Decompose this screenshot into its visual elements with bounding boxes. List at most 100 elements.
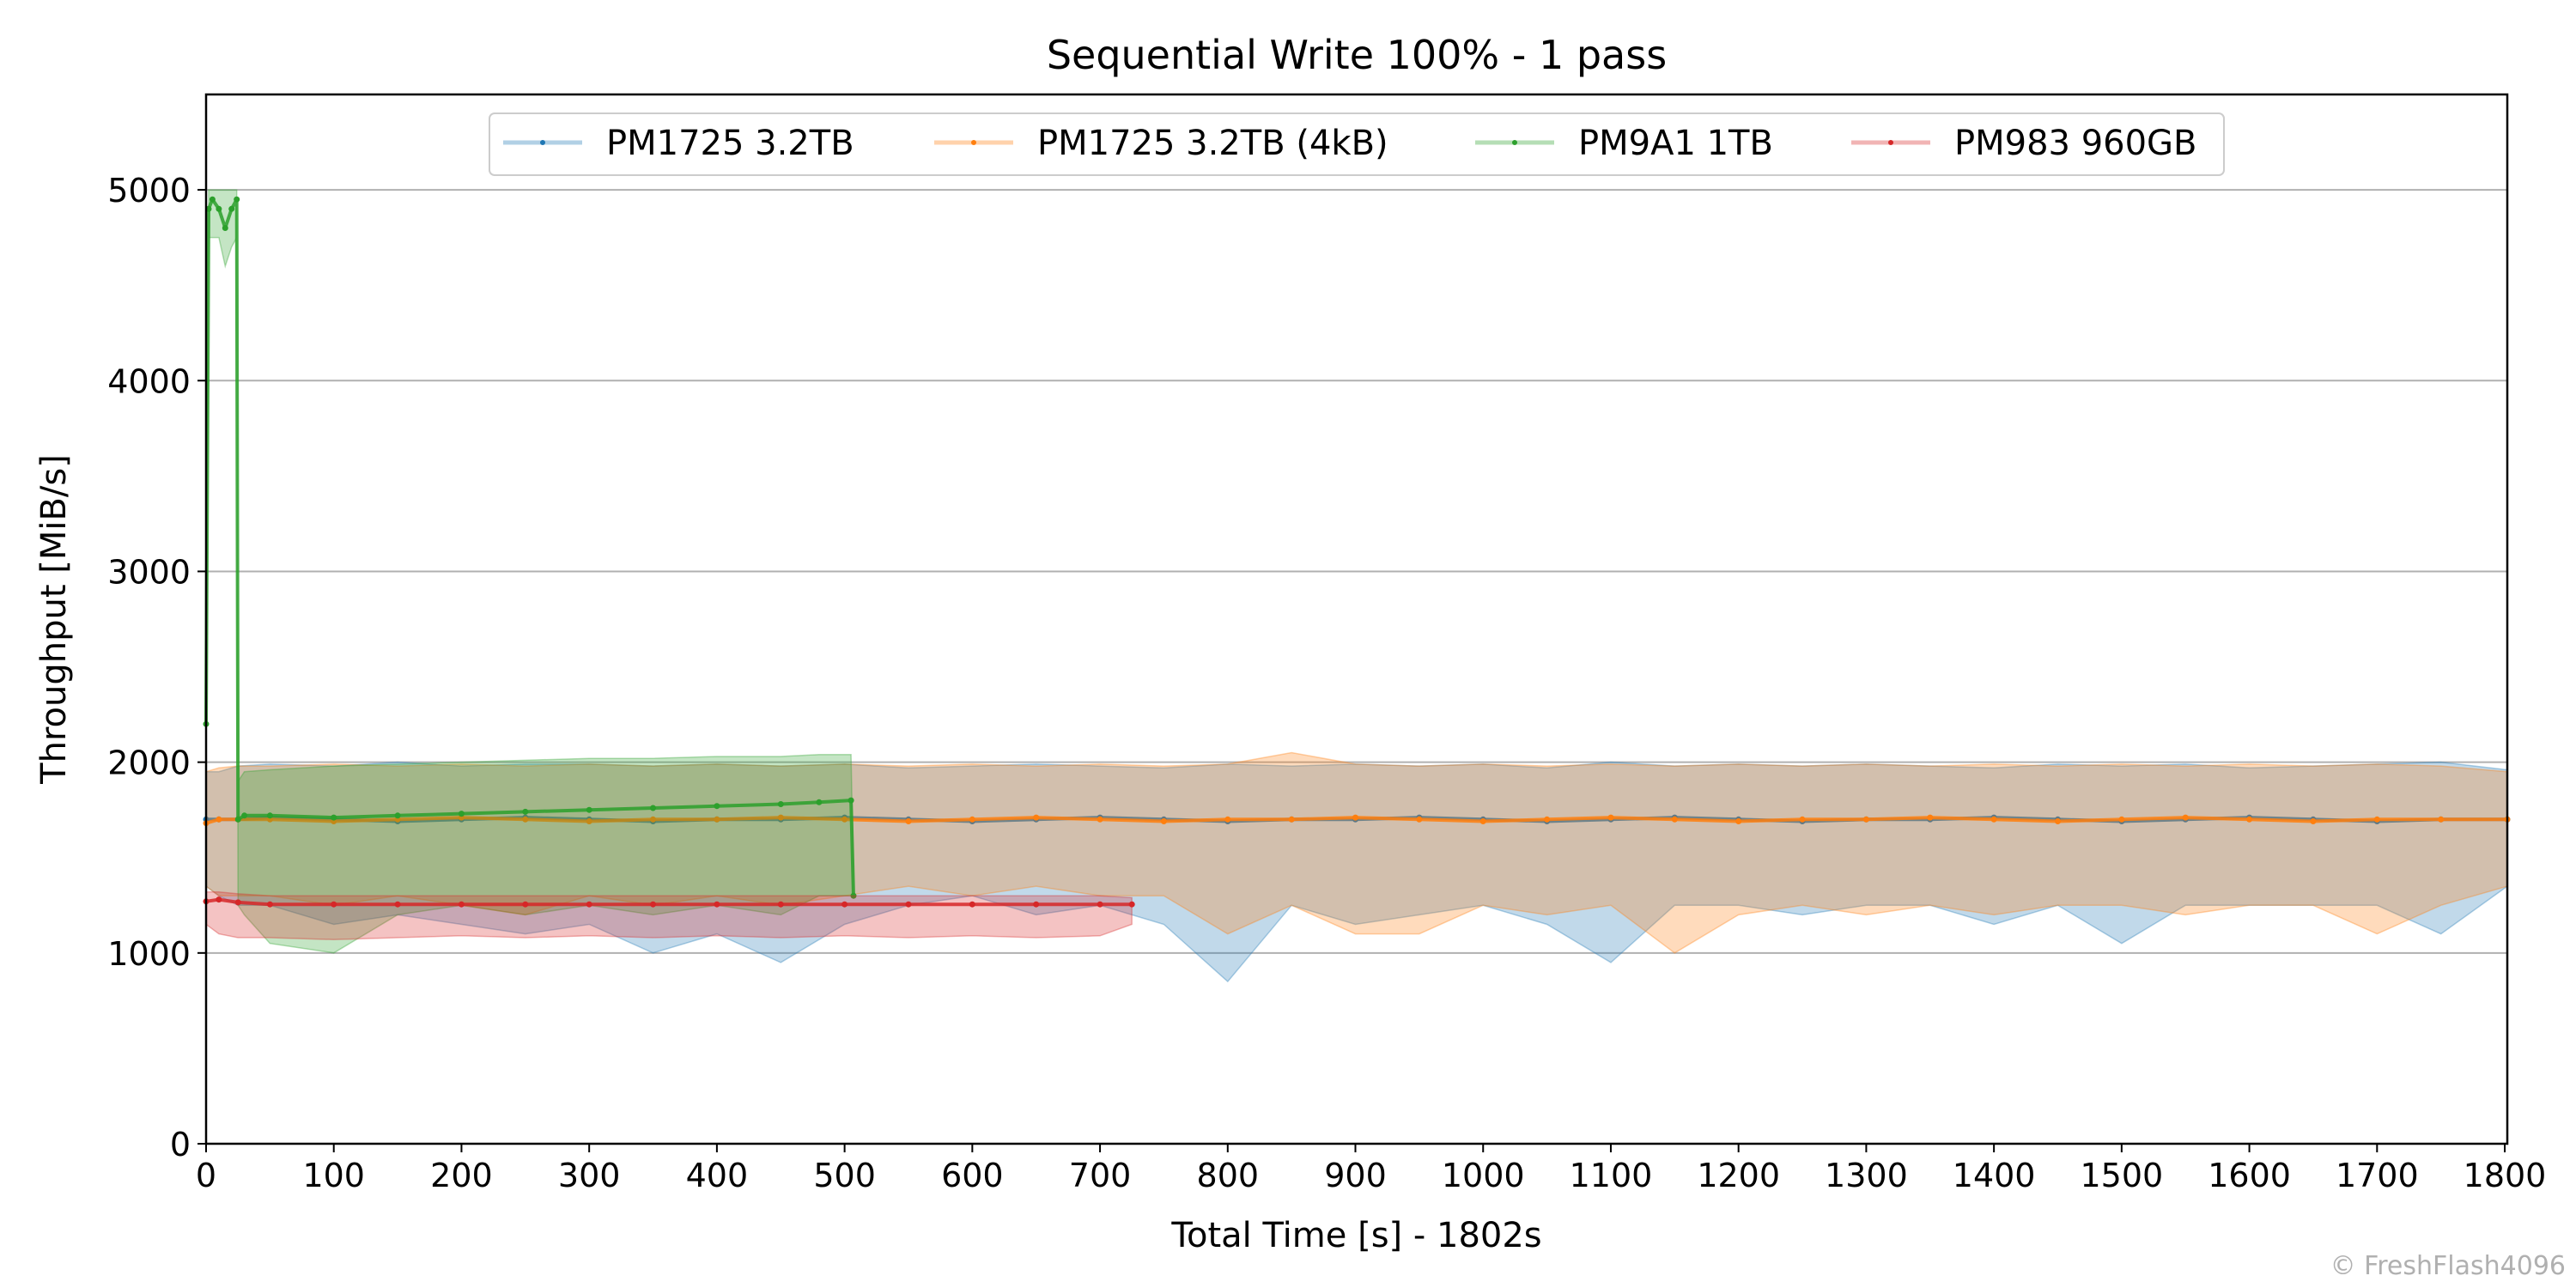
x-tick-label-1000: 1000 xyxy=(1442,1157,1525,1194)
legend-marker-pm1725 xyxy=(540,140,545,145)
data-point-pm9a1-1tb xyxy=(241,812,248,819)
data-point-pm1725-3-2tb-4kb xyxy=(2182,814,2189,821)
x-tick-label-1500: 1500 xyxy=(2080,1157,2163,1194)
data-point-pm983-960gb xyxy=(969,901,975,908)
data-point-pm9a1-1tb xyxy=(234,816,241,823)
series-pm9a1-1tb xyxy=(203,189,857,954)
series-band-pm983-960gb xyxy=(205,890,1133,941)
data-point-pm983-960gb xyxy=(234,899,241,906)
data-point-pm9a1-1tb xyxy=(209,196,216,203)
x-tick-label-0: 0 xyxy=(196,1157,216,1194)
legend-marker-pm9a1 xyxy=(1512,140,1517,145)
data-point-pm1725-3-2tb-4kb xyxy=(1990,816,1997,823)
legend-label-pm1725: PM1725 3.2TB xyxy=(606,124,854,163)
data-point-pm983-960gb xyxy=(1033,901,1040,908)
y-axis-label: Throughput [MiB/s] xyxy=(34,454,74,785)
data-point-pm983-960gb xyxy=(777,901,784,908)
y-tick-label-1000: 1000 xyxy=(107,935,191,973)
legend-marker-pm1725-4kb xyxy=(971,140,976,145)
x-tick-label-300: 300 xyxy=(558,1157,621,1194)
data-point-pm1725-3-2tb-4kb xyxy=(1352,814,1358,821)
data-point-pm1725-3-2tb-4kb xyxy=(1097,816,1103,823)
data-point-pm983-960gb xyxy=(714,901,720,908)
data-point-pm9a1-1tb xyxy=(850,892,857,899)
legend-item-pm1725: PM1725 3.2TB xyxy=(503,124,854,163)
data-point-pm983-960gb xyxy=(216,896,222,903)
data-point-pm9a1-1tb xyxy=(222,225,228,231)
data-point-pm1725-3-2tb-4kb xyxy=(1735,818,1742,824)
x-tick-label-100: 100 xyxy=(302,1157,365,1194)
x-tick-label-900: 900 xyxy=(1324,1157,1387,1194)
y-ticks: 0 1000 2000 3000 4000 5000 xyxy=(107,172,206,1163)
data-point-pm1725-3-2tb-4kb xyxy=(1479,818,1486,824)
x-ticks: 0 100 200 300 400 500 600 700 800 900 1000 1100 1200… xyxy=(196,1144,2546,1194)
data-point-pm1725-3-2tb-4kb xyxy=(1607,814,1614,821)
legend-item-pm9a1: PM9A1 1TB xyxy=(1475,124,1773,163)
x-tick-label-1300: 1300 xyxy=(1825,1157,1908,1194)
data-point-pm983-960gb xyxy=(586,901,592,908)
legend: PM1725 3.2TB PM1725 3.2TB (4kB) PM9A1 1T… xyxy=(489,112,2225,176)
y-tick-label-4000: 4000 xyxy=(107,362,191,400)
data-point-pm983-960gb xyxy=(458,901,465,908)
data-point-pm1725-3-2tb-4kb xyxy=(1288,816,1295,823)
data-point-pm1725-3-2tb-4kb xyxy=(777,814,784,821)
data-point-pm9a1-1tb xyxy=(394,812,401,819)
data-point-pm1725-3-2tb-4kb xyxy=(650,816,656,823)
data-point-pm1725-3-2tb-4kb xyxy=(1033,814,1040,821)
data-point-pm1725-3-2tb-4kb xyxy=(2118,816,2125,823)
data-point-pm9a1-1tb xyxy=(650,805,656,811)
data-point-pm1725-3-2tb-4kb xyxy=(1862,816,1869,823)
x-tick-label-1400: 1400 xyxy=(1953,1157,2036,1194)
data-point-pm1725-3-2tb-4kb xyxy=(1671,816,1678,823)
data-point-pm1725-3-2tb-4kb xyxy=(2373,816,2380,823)
y-tick-label-0: 0 xyxy=(170,1126,191,1163)
x-tick-label-200: 200 xyxy=(430,1157,493,1194)
data-point-pm1725-3-2tb-4kb xyxy=(216,816,222,823)
x-tick-label-1100: 1100 xyxy=(1570,1157,1653,1194)
series-line-pm983-960gb xyxy=(205,897,1133,907)
y-tick-label-2000: 2000 xyxy=(107,744,191,782)
legend-label-pm983: PM983 960GB xyxy=(1954,124,2196,163)
legend-item-pm1725-4kb: PM1725 3.2TB (4kB) xyxy=(934,124,1388,163)
data-point-pm983-960gb xyxy=(266,901,273,908)
x-tick-label-1800: 1800 xyxy=(2464,1157,2547,1194)
data-point-pm1725-3-2tb-4kb xyxy=(1224,816,1231,823)
data-point-pm983-960gb xyxy=(1097,901,1103,908)
data-point-pm983-960gb xyxy=(841,901,848,908)
data-point-pm9a1-1tb xyxy=(228,205,235,212)
series-layer xyxy=(203,189,2511,983)
y-tick-label-5000: 5000 xyxy=(107,172,191,210)
data-point-pm983-960gb xyxy=(905,901,912,908)
series-pm983-960gb xyxy=(203,890,1135,941)
x-tick-label-1700: 1700 xyxy=(2336,1157,2419,1194)
data-point-pm9a1-1tb xyxy=(234,196,240,203)
data-point-pm9a1-1tb xyxy=(848,797,854,804)
data-point-pm9a1-1tb xyxy=(216,205,222,212)
data-point-pm983-960gb xyxy=(394,901,401,908)
data-point-pm1725-3-2tb-4kb xyxy=(905,818,912,824)
data-point-pm983-960gb xyxy=(331,901,337,908)
data-point-pm1725-3-2tb-4kb xyxy=(1799,816,1806,823)
data-point-pm1725-3-2tb-4kb xyxy=(1160,818,1167,824)
plot-frame xyxy=(204,93,2509,1145)
data-point-pm9a1-1tb xyxy=(714,803,720,810)
x-tick-label-1600: 1600 xyxy=(2208,1157,2291,1194)
legend-label-pm1725-4kb: PM1725 3.2TB (4kB) xyxy=(1037,124,1388,163)
data-point-pm9a1-1tb xyxy=(586,806,592,813)
x-tick-label-800: 800 xyxy=(1197,1157,1260,1194)
data-point-pm1725-3-2tb-4kb xyxy=(969,816,975,823)
watermark: © FreshFlash4096 xyxy=(2330,1251,2566,1281)
x-tick-label-600: 600 xyxy=(941,1157,1004,1194)
data-point-pm9a1-1tb xyxy=(777,801,784,807)
data-point-pm1725-3-2tb-4kb xyxy=(2246,816,2253,823)
data-point-pm9a1-1tb xyxy=(522,808,529,815)
data-point-pm1725-3-2tb-4kb xyxy=(522,816,529,823)
data-point-pm1725-3-2tb-4kb xyxy=(714,816,720,823)
data-point-pm1725-3-2tb-4kb xyxy=(2438,816,2445,823)
data-point-pm9a1-1tb xyxy=(816,799,823,805)
y-tick-label-3000: 3000 xyxy=(107,553,191,591)
data-point-pm9a1-1tb xyxy=(458,811,465,817)
x-tick-label-1200: 1200 xyxy=(1697,1157,1780,1194)
